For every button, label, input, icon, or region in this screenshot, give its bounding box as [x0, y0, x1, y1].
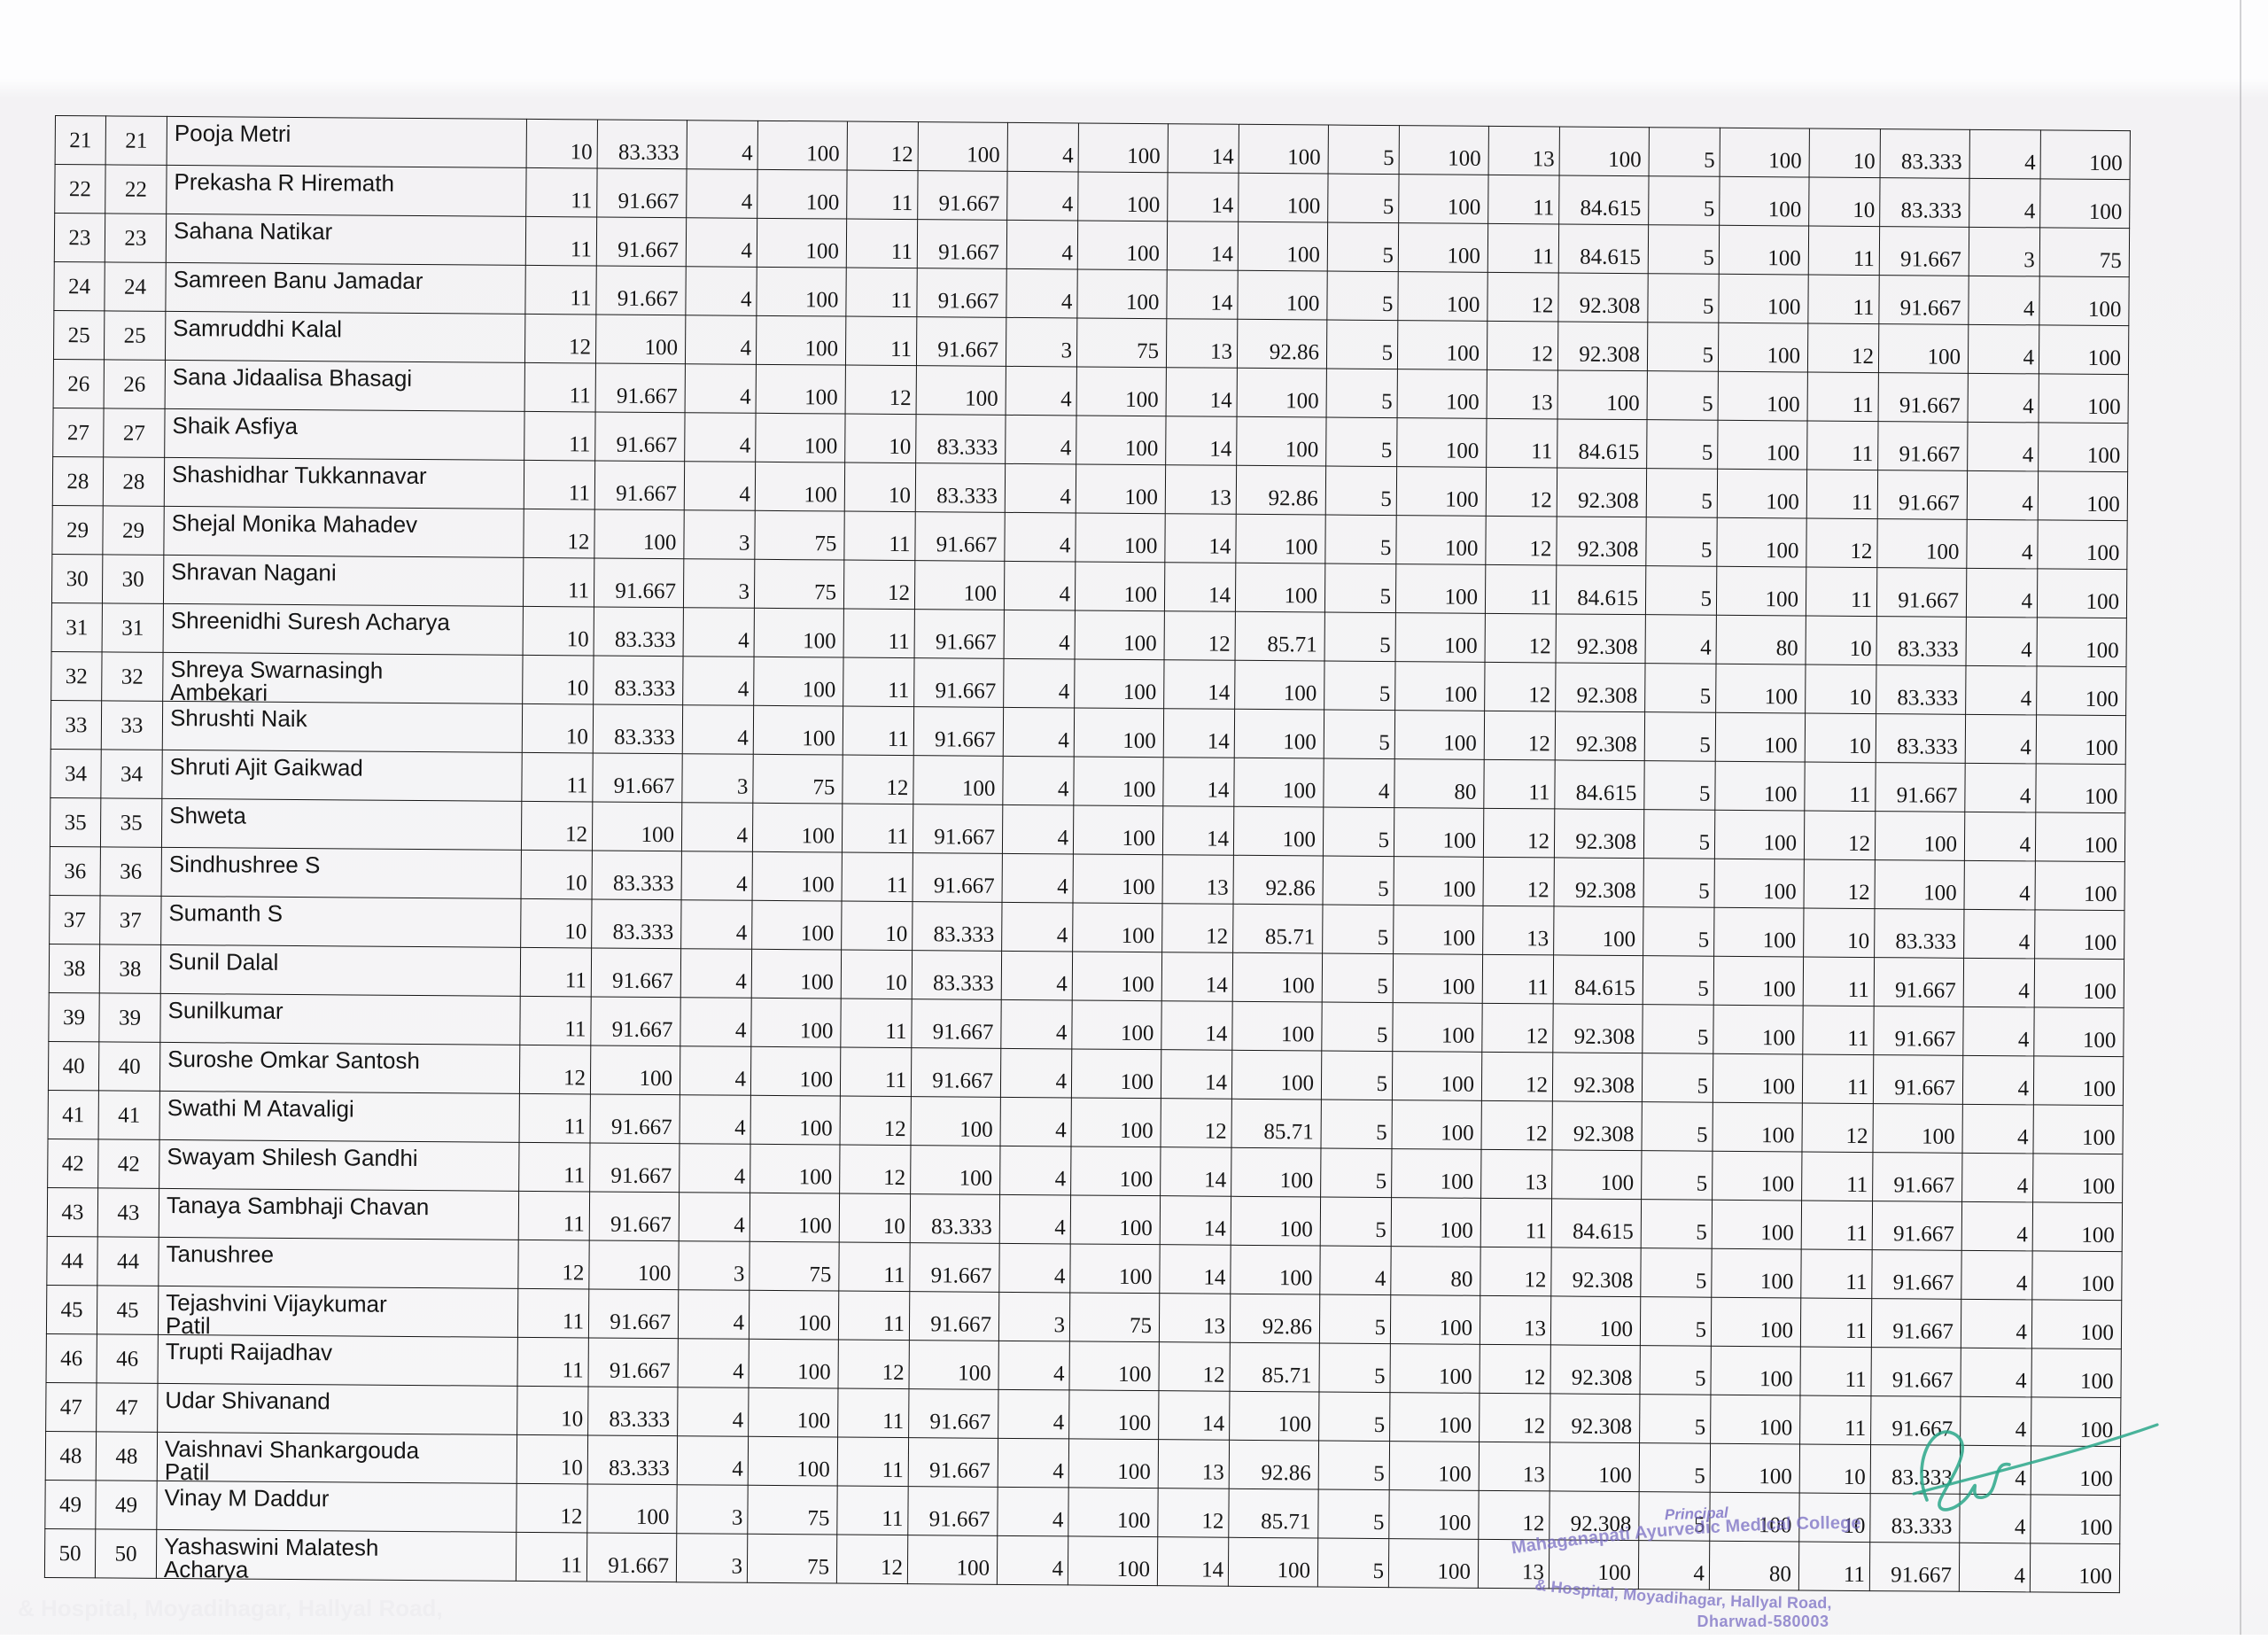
svg-text:Principal: Principal: [1665, 1504, 1730, 1524]
svg-text:& Hospital, Moyadihagar, Hally: & Hospital, Moyadihagar, Hallyal Road,: [1534, 1575, 1831, 1612]
svg-text:Dharwad-580003: Dharwad-580003: [1697, 1613, 1829, 1630]
